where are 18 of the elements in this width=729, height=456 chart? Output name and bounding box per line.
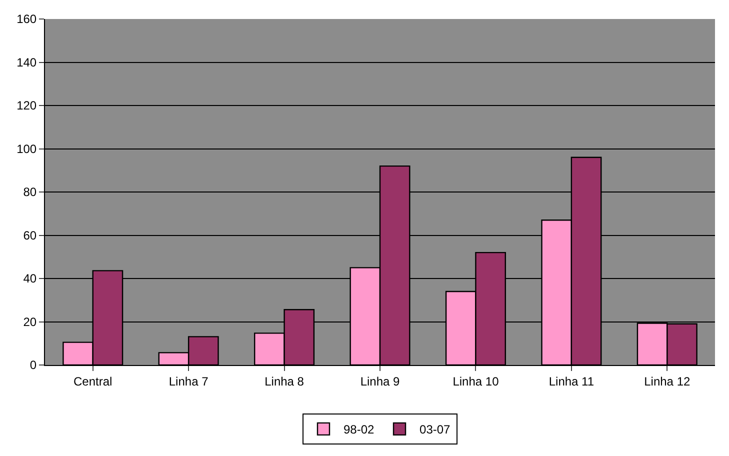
x-tick-label: Linha 10 bbox=[452, 374, 500, 388]
y-tick-label: 0 bbox=[30, 358, 37, 372]
y-tick-label: 120 bbox=[16, 98, 37, 113]
legend-label: 98-02 bbox=[344, 422, 375, 437]
x-tick-label: Linha 7 bbox=[168, 374, 209, 388]
y-tick-label: 100 bbox=[16, 142, 37, 156]
y-tick-label: 40 bbox=[23, 272, 37, 286]
y-tick-label: 20 bbox=[23, 314, 37, 329]
x-tick-label: Linha 8 bbox=[264, 374, 304, 388]
y-tick-label: 140 bbox=[16, 55, 37, 70]
legend-label: 03-07 bbox=[420, 422, 451, 437]
y-tick-label: 160 bbox=[16, 12, 37, 26]
x-tick-label: Linha 11 bbox=[548, 374, 594, 388]
y-tick-label: 60 bbox=[23, 228, 37, 242]
x-tick-label: Linha 12 bbox=[644, 374, 690, 388]
y-tick-label: 80 bbox=[23, 185, 37, 200]
x-tick-label: Linha 9 bbox=[360, 374, 400, 388]
x-tick-label: Central bbox=[74, 374, 112, 388]
